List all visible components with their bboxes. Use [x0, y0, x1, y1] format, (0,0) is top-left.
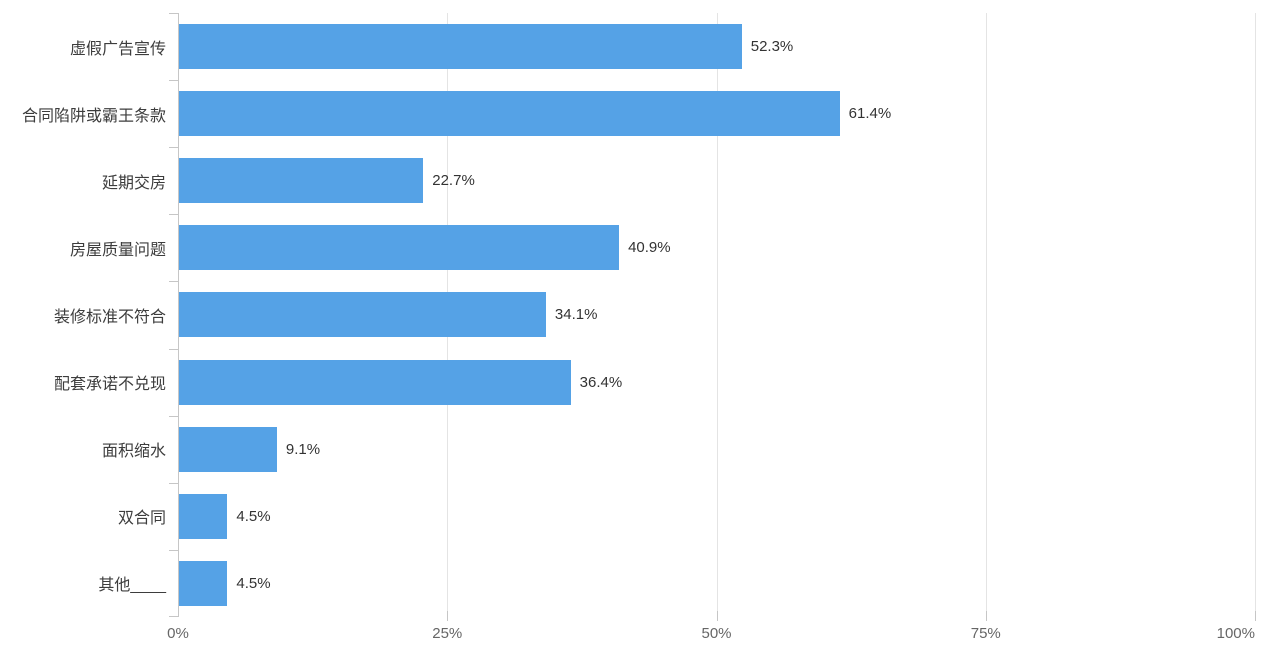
y-axis-tick — [169, 482, 178, 484]
value-label: 9.1% — [285, 440, 321, 458]
bar-5 — [179, 292, 546, 338]
category-label: 面积缩水 — [101, 443, 166, 461]
category-label: 虚假广告宣传 — [69, 40, 166, 58]
category-label: 双合同 — [117, 510, 166, 528]
value-label: 34.1% — [554, 306, 598, 324]
x-axis-tick-75 — [985, 611, 987, 621]
bar-9 — [179, 560, 228, 606]
gridline-100 — [1255, 13, 1256, 617]
bar-row: 34.1% — [179, 281, 1255, 348]
x-tick-label-50: 50% — [701, 625, 732, 642]
value-label: 4.5% — [236, 507, 271, 525]
bar-6 — [179, 359, 571, 405]
category-label: 装修标准不符合 — [53, 308, 166, 326]
bar-4 — [179, 225, 620, 271]
bar-row: 52.3% — [179, 13, 1255, 80]
bar-1 — [179, 24, 742, 70]
bar-row: 40.9% — [179, 214, 1255, 281]
value-label: 22.7% — [432, 172, 475, 190]
y-axis-line — [178, 13, 179, 617]
gridline-75 — [985, 13, 987, 617]
y-axis-tick — [169, 80, 178, 82]
bar-rows: 52.3% 61.4% 22.7% 40.9% 34.1% 36.4% 9.1% 4.5% 4.… — [179, 13, 1255, 617]
bar-row: 22.7% — [179, 147, 1255, 214]
bar-7 — [179, 426, 277, 472]
y-axis-tick — [169, 13, 178, 14]
value-label: 40.9% — [628, 239, 671, 257]
bar-row: 4.5% — [179, 483, 1255, 550]
bar-row: 61.4% — [179, 80, 1255, 147]
value-label: 61.4% — [848, 105, 892, 123]
value-label: 52.3% — [750, 38, 794, 56]
y-axis-tick — [169, 214, 178, 216]
value-label: 4.5% — [236, 574, 271, 592]
bar-3 — [179, 158, 424, 204]
gridline-50 — [716, 13, 718, 617]
x-tick-label-75: 75% — [970, 625, 1001, 642]
x-axis-tick-25 — [447, 611, 449, 621]
category-label: 房屋质量问题 — [69, 241, 166, 259]
y-axis-tick — [169, 348, 178, 350]
plot-area: 52.3% 61.4% 22.7% 40.9% 34.1% 36.4% 9.1% 4.5% 4.… — [169, 13, 1256, 621]
category-label: 延期交房 — [101, 174, 166, 192]
bar-row: 9.1% — [179, 416, 1255, 483]
x-tick-label-25: 25% — [432, 625, 463, 642]
x-tick-label-100: 100% — [1216, 625, 1255, 642]
category-label: 合同陷阱或霸王条款 — [21, 107, 166, 125]
category-label: 配套承诺不兑现 — [53, 376, 166, 394]
x-axis-tick-100 — [1255, 611, 1256, 621]
bar-row: 36.4% — [179, 349, 1255, 416]
x-axis-tick-labels: 0% 25% 50% 75% 100% — [0, 625, 1267, 647]
y-axis-tick — [169, 415, 178, 417]
bar-8 — [179, 493, 228, 539]
y-axis-tick — [169, 549, 178, 551]
x-axis-tick-50 — [716, 611, 718, 621]
bar-row: 4.5% — [179, 550, 1255, 617]
bar-2 — [179, 91, 840, 137]
y-axis-tick — [169, 616, 178, 617]
value-label: 36.4% — [579, 373, 623, 391]
y-axis-tick — [169, 147, 178, 149]
x-tick-label-0: 0% — [167, 625, 189, 642]
y-axis-category-labels: 虚假广告宣传合同陷阱或霸王条款延期交房房屋质量问题装修标准不符合 配套承诺不兑现面… — [0, 13, 166, 617]
category-label: 其他____ — [98, 577, 166, 595]
y-axis-tick — [169, 281, 178, 283]
